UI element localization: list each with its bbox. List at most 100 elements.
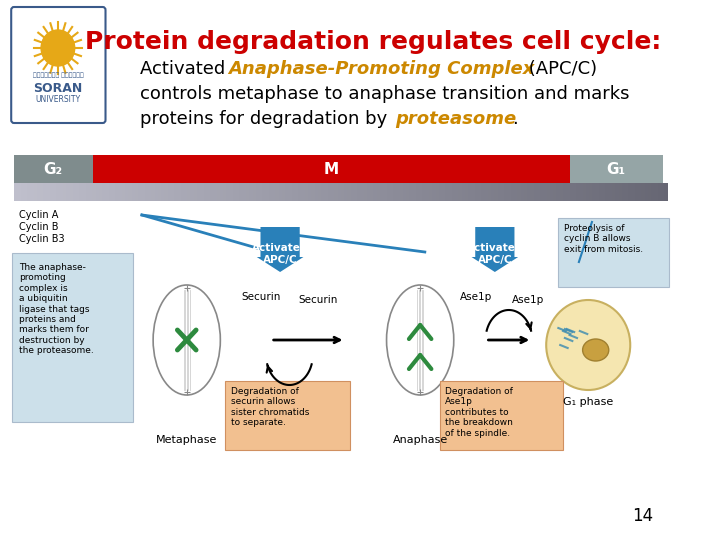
Bar: [27, 183, 30, 201]
Bar: [21, 183, 24, 201]
Bar: [334, 183, 338, 201]
Text: Proteolysis of
cyclin B allows
exit from mitosis.: Proteolysis of cyclin B allows exit from…: [564, 224, 643, 254]
Text: Activated
APC/C: Activated APC/C: [252, 243, 308, 265]
Text: Ase1p: Ase1p: [460, 292, 492, 302]
Bar: [472, 183, 474, 201]
Bar: [302, 183, 305, 201]
Bar: [89, 183, 92, 201]
Bar: [419, 183, 423, 201]
Bar: [34, 183, 37, 201]
Bar: [622, 183, 625, 201]
Bar: [96, 183, 99, 201]
Text: Ase1p: Ase1p: [512, 295, 544, 305]
Bar: [266, 183, 269, 201]
Bar: [161, 183, 164, 201]
Bar: [644, 183, 648, 201]
Bar: [282, 183, 285, 201]
Bar: [197, 183, 200, 201]
Bar: [60, 183, 63, 201]
FancyBboxPatch shape: [12, 253, 132, 422]
Text: Anaphase: Anaphase: [392, 435, 448, 445]
Bar: [661, 183, 665, 201]
Bar: [523, 183, 527, 201]
Bar: [213, 183, 217, 201]
Bar: [168, 183, 171, 201]
Bar: [341, 183, 344, 201]
Bar: [361, 183, 364, 201]
Bar: [40, 183, 43, 201]
Bar: [285, 183, 289, 201]
FancyBboxPatch shape: [570, 155, 663, 183]
Text: Securin: Securin: [242, 292, 281, 302]
Bar: [99, 183, 102, 201]
Bar: [70, 183, 73, 201]
Bar: [145, 183, 148, 201]
Bar: [625, 183, 629, 201]
Bar: [570, 183, 573, 201]
Bar: [606, 183, 608, 201]
Bar: [184, 183, 187, 201]
Bar: [498, 183, 501, 201]
Bar: [311, 183, 315, 201]
Bar: [426, 183, 429, 201]
Bar: [504, 183, 508, 201]
Bar: [76, 183, 79, 201]
Bar: [446, 183, 449, 201]
Bar: [17, 183, 21, 201]
Text: Metaphase: Metaphase: [156, 435, 217, 445]
Bar: [187, 183, 191, 201]
Bar: [83, 183, 86, 201]
FancyBboxPatch shape: [558, 218, 670, 287]
Bar: [442, 183, 446, 201]
Bar: [508, 183, 510, 201]
Bar: [331, 183, 334, 201]
Bar: [223, 183, 226, 201]
Bar: [383, 183, 387, 201]
Bar: [164, 183, 168, 201]
Bar: [115, 183, 119, 201]
Bar: [410, 183, 413, 201]
Bar: [256, 183, 259, 201]
Bar: [50, 183, 53, 201]
Bar: [243, 183, 246, 201]
Bar: [30, 183, 34, 201]
Bar: [580, 183, 582, 201]
Bar: [308, 183, 311, 201]
Text: G₁: G₁: [607, 161, 626, 177]
Bar: [465, 183, 468, 201]
Bar: [295, 183, 298, 201]
Bar: [612, 183, 616, 201]
Bar: [135, 183, 138, 201]
Bar: [599, 183, 602, 201]
FancyArrow shape: [257, 227, 303, 272]
Bar: [478, 183, 481, 201]
Bar: [396, 183, 400, 201]
Bar: [210, 183, 213, 201]
Bar: [181, 183, 184, 201]
Bar: [501, 183, 504, 201]
FancyArrow shape: [472, 227, 518, 272]
Text: 14: 14: [632, 507, 654, 525]
Bar: [125, 183, 128, 201]
Bar: [14, 183, 17, 201]
Bar: [652, 183, 654, 201]
Bar: [37, 183, 40, 201]
Bar: [194, 183, 197, 201]
Text: UNIVERSITY: UNIVERSITY: [35, 96, 81, 105]
Bar: [602, 183, 606, 201]
Bar: [537, 183, 540, 201]
Bar: [559, 183, 563, 201]
Text: Degradation of
Ase1p
contributes to
the breakdown
of the spindle.: Degradation of Ase1p contributes to the …: [446, 387, 513, 437]
Bar: [220, 183, 223, 201]
Bar: [102, 183, 106, 201]
Bar: [495, 183, 498, 201]
Bar: [177, 183, 181, 201]
Bar: [608, 183, 612, 201]
Bar: [217, 183, 220, 201]
Bar: [200, 183, 204, 201]
Bar: [387, 183, 390, 201]
Text: Activated
APC/C: Activated APC/C: [467, 243, 523, 265]
Bar: [413, 183, 416, 201]
Bar: [452, 183, 455, 201]
Bar: [174, 183, 177, 201]
